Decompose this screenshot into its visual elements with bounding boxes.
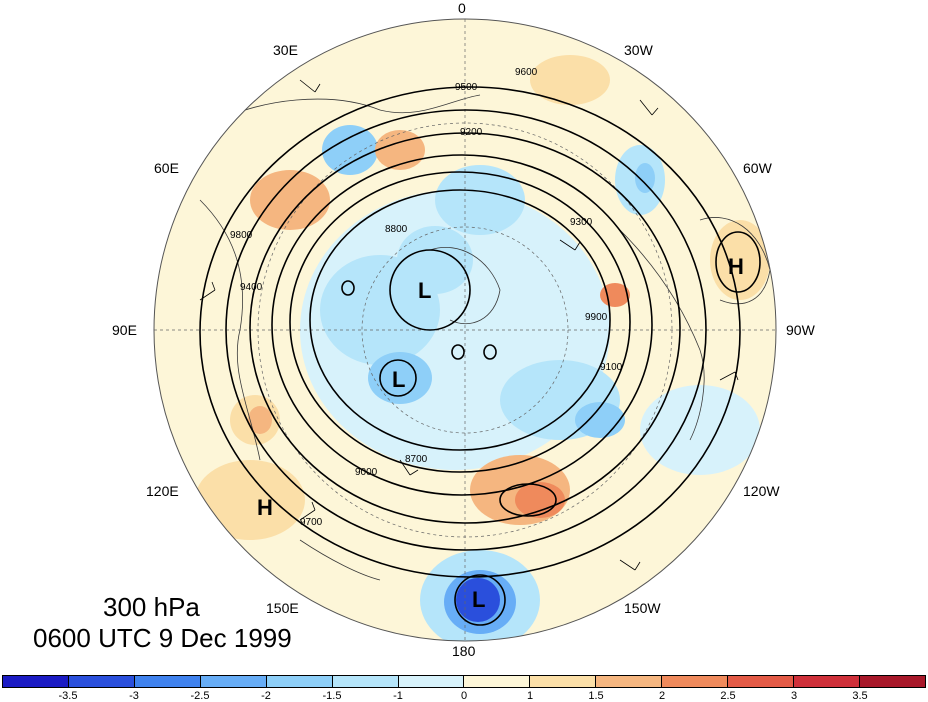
low-pressure-marker: L (418, 278, 431, 303)
lon-label-150e: 150E (266, 600, 299, 616)
contour-label: 8800 (385, 224, 408, 235)
longitude-labels: 0 30W 60W 90W 120W 150W 180 150E 120E 90… (112, 0, 816, 659)
colorbar (2, 675, 926, 688)
contour-label: 9200 (460, 127, 483, 138)
colorbar-segment (68, 676, 135, 687)
colorbar-tick-label: 1 (526, 690, 534, 702)
colorbar-segment (530, 676, 597, 687)
lon-label-30w: 30W (624, 42, 654, 58)
anomaly-shading (195, 55, 770, 641)
high-pressure-marker: H (728, 254, 744, 279)
contour-label: 9500 (455, 82, 478, 93)
colorbar-tick-label: -3 (129, 690, 139, 702)
contour-label: 9600 (515, 67, 538, 78)
contour-label: 9300 (570, 217, 593, 228)
lon-label-30e: 30E (273, 42, 298, 58)
contour-label: 8700 (405, 454, 428, 465)
high-pressure-marker: H (257, 495, 273, 520)
lon-label-60w: 60W (743, 160, 773, 176)
graticule (154, 19, 776, 641)
colorbar-tick-label: 3.5 (852, 690, 868, 702)
colorbar-segment (794, 676, 860, 687)
colorbar-segment (3, 676, 69, 687)
colorbar-tick-label: -1.5 (322, 690, 342, 702)
colorbar-segment (200, 676, 267, 687)
contour-label: 9100 (600, 362, 623, 373)
height-contours (199, 86, 761, 626)
colorbar-tick-label: 3 (790, 690, 798, 702)
lon-label-150w: 150W (624, 600, 661, 616)
contour-label: 9000 (355, 467, 378, 478)
contour-label: 9700 (300, 517, 323, 528)
colorbar-segment (398, 676, 465, 687)
colorbar-segment (728, 676, 795, 687)
colorbar-tick-label: 2.5 (720, 690, 736, 702)
low-pressure-marker: L (392, 367, 405, 392)
map-title-time: 0600 UTC 9 Dec 1999 (33, 623, 292, 653)
contour-label: 9900 (585, 312, 608, 323)
colorbar-tick-label: -2.5 (190, 690, 210, 702)
contour-label: 9800 (230, 230, 253, 241)
lon-label-180: 180 (452, 643, 476, 659)
colorbar-tick-label: 2 (658, 690, 666, 702)
low-pressure-marker: L (472, 587, 485, 612)
lon-label-60e: 60E (154, 160, 179, 176)
wind-barbs (199, 79, 739, 571)
lon-label-120e: 120E (146, 483, 179, 499)
colorbar-tick-label: 0 (460, 690, 468, 702)
colorbar-tick-label: -3.5 (58, 690, 78, 702)
colorbar-segment (332, 676, 399, 687)
lon-label-120w: 120W (743, 483, 780, 499)
lon-label-90e: 90E (112, 322, 137, 338)
colorbar-segment (134, 676, 201, 687)
colorbar-segment (464, 676, 531, 687)
map-boundary (153, 18, 777, 642)
colorbar-tick-label: -1 (393, 690, 403, 702)
colorbar-segment (266, 676, 333, 687)
map-disc: 9600 9500 9400 9200 9000 8800 9300 8700 … (154, 19, 776, 641)
lon-label-90w: 90W (786, 322, 816, 338)
contour-labels: 9600 9500 9400 9200 9000 8800 9300 8700 … (230, 67, 623, 528)
map-title-level: 300 hPa (103, 592, 200, 622)
contour-label: 9400 (240, 282, 263, 293)
lon-label-0: 0 (458, 0, 466, 16)
colorbar-segment (596, 676, 663, 687)
colorbar-segment (859, 676, 925, 687)
colorbar-tick-label: 1.5 (588, 690, 604, 702)
colorbar-tick-label: -2 (261, 690, 271, 702)
colorbar-segment (662, 676, 729, 687)
